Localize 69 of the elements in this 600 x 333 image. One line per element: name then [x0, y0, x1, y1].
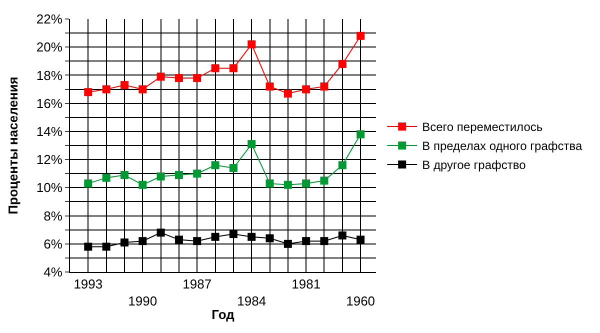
- point: [284, 180, 292, 189]
- legend-label: В пределах одного графства: [422, 139, 582, 154]
- point: [84, 88, 92, 96]
- legend-label: Всего переместилось: [422, 120, 543, 134]
- y-tick-label: 20%: [36, 40, 63, 55]
- point: [320, 237, 328, 246]
- point: [156, 172, 165, 180]
- point: [266, 179, 274, 188]
- x-tick-label: 1981: [292, 276, 321, 292]
- y-tick-label: 10%: [36, 180, 63, 196]
- point: [338, 60, 346, 68]
- point: [248, 40, 256, 48]
- x-tick-label: 1987: [182, 276, 212, 292]
- point: [302, 179, 310, 188]
- point: [138, 85, 147, 94]
- point: [248, 140, 256, 148]
- point: [229, 164, 238, 172]
- point: [84, 179, 92, 188]
- point: [84, 242, 92, 251]
- point: [356, 32, 365, 40]
- y-tick-label: 12%: [36, 152, 63, 168]
- y-tick-label: 14%: [36, 124, 63, 139]
- x-tick-label: 1960: [346, 294, 376, 308]
- point: [211, 232, 220, 241]
- point: [356, 130, 365, 138]
- point: [102, 85, 110, 94]
- point: [174, 236, 183, 244]
- point: [193, 237, 202, 246]
- point: [229, 230, 238, 238]
- y-tick-label: 4%: [44, 264, 63, 280]
- point: [102, 242, 110, 251]
- point: [174, 171, 183, 180]
- legend-label: В другое графство: [422, 158, 526, 172]
- point: [211, 161, 220, 170]
- point: [120, 81, 128, 90]
- point: [120, 238, 128, 246]
- point: [248, 232, 256, 241]
- y-tick-label: 8%: [44, 208, 63, 224]
- point: [102, 174, 110, 182]
- x-tick-label: 1984: [237, 294, 266, 308]
- point: [138, 180, 147, 189]
- x-tick-label: 1993: [74, 276, 103, 292]
- point: [193, 74, 202, 82]
- point: [266, 234, 274, 242]
- point: [338, 161, 346, 170]
- point: [320, 176, 328, 185]
- point: [302, 237, 310, 246]
- point: [120, 171, 128, 180]
- point: [211, 64, 220, 72]
- point: [356, 236, 365, 244]
- point: [193, 170, 202, 178]
- point: [338, 231, 346, 240]
- y-tick-label: 6%: [44, 236, 63, 252]
- point: [156, 228, 165, 237]
- x-tick-label: 1990: [128, 294, 158, 308]
- y-tick-label: 22%: [36, 12, 63, 27]
- point: [302, 85, 310, 94]
- point: [174, 74, 183, 82]
- point: [266, 82, 274, 90]
- y-axis-title: Проценты населения: [5, 76, 20, 214]
- y-tick-label: 16%: [36, 96, 63, 111]
- y-tick-label: 18%: [36, 68, 63, 83]
- point: [320, 82, 328, 90]
- point: [284, 89, 292, 98]
- point: [138, 237, 147, 246]
- point: [229, 64, 238, 72]
- point: [156, 72, 165, 81]
- point: [284, 240, 292, 248]
- x-axis-title: Год: [212, 307, 236, 322]
